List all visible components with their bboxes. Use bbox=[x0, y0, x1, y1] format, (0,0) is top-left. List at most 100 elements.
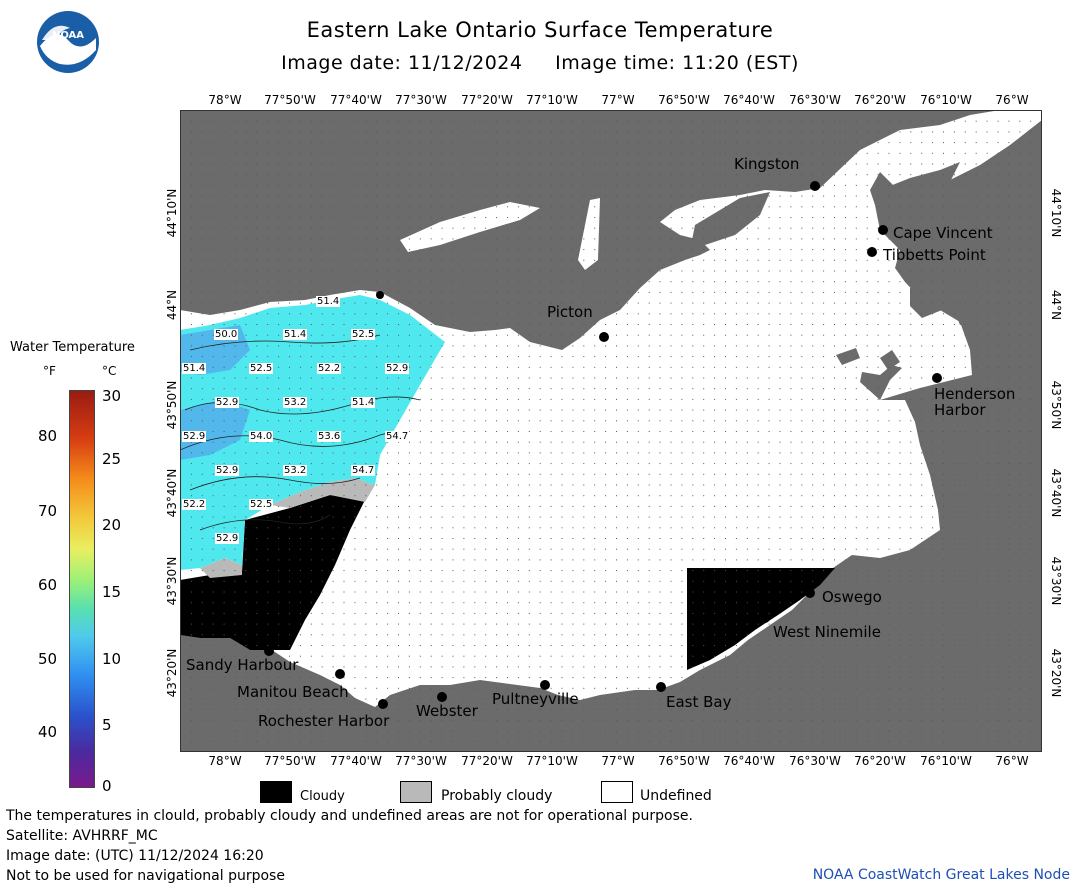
webster-dot bbox=[437, 692, 447, 702]
lon-label-top: 76°50'W bbox=[658, 93, 710, 107]
lon-label-bottom: 77°50'W bbox=[264, 754, 316, 768]
lon-label-top: 77°40'W bbox=[330, 93, 382, 107]
map-frame bbox=[180, 110, 1042, 752]
place-label-cape-vincent: Cape Vincent bbox=[893, 224, 993, 242]
place-label-west-ninemile: West Ninemile bbox=[773, 623, 881, 641]
temp-label: 52.9 bbox=[385, 363, 410, 374]
colorbar-tick-c: 20 bbox=[102, 516, 122, 534]
lat-label-right: 43°30'N bbox=[1049, 556, 1063, 606]
kingston-dot bbox=[810, 181, 820, 191]
lon-label-bottom: 76°W bbox=[995, 754, 1029, 768]
map-title: Eastern Lake Ontario Surface Temperature bbox=[306, 18, 774, 42]
colorbar-unit-c: °C bbox=[102, 364, 117, 378]
colorbar bbox=[69, 390, 95, 788]
marker-dot bbox=[376, 291, 384, 299]
footer-navigation-warning: Not to be used for navigational purpose bbox=[6, 868, 285, 884]
colorbar-tick-c: 15 bbox=[102, 583, 122, 601]
lon-label-bottom: 76°50'W bbox=[658, 754, 710, 768]
colorbar-title: Water Temperature bbox=[10, 340, 135, 355]
lat-label-left: 44°N bbox=[165, 289, 179, 321]
footer-image-date: Image date: (UTC) 11/12/2024 16:20 bbox=[6, 848, 264, 864]
colorbar-tick-f: 70 bbox=[38, 502, 58, 520]
temp-label: 53.2 bbox=[283, 465, 308, 476]
lon-label-bottom: 77°W bbox=[601, 754, 635, 768]
temp-label: 52.5 bbox=[351, 329, 376, 340]
lon-label-bottom: 77°30'W bbox=[395, 754, 447, 768]
lon-label-bottom: 77°20'W bbox=[461, 754, 513, 768]
manitou-beach-dot bbox=[335, 669, 345, 679]
lat-label-left: 43°50'N bbox=[165, 380, 179, 430]
colorbar-tick-c: 30 bbox=[102, 387, 122, 405]
lat-label-right: 44°N bbox=[1049, 289, 1063, 321]
lat-label-left: 43°20'N bbox=[165, 648, 179, 698]
temp-label: 53.6 bbox=[317, 431, 342, 442]
lat-label-right: 43°50'N bbox=[1049, 380, 1063, 430]
temp-label: 52.9 bbox=[215, 533, 240, 544]
temp-label: 52.9 bbox=[215, 397, 240, 408]
rochester-harbor-dot bbox=[378, 699, 388, 709]
lat-label-left: 44°10'N bbox=[165, 188, 179, 238]
place-label-oswego: Oswego bbox=[822, 588, 882, 606]
lon-label-bottom: 76°40'W bbox=[723, 754, 775, 768]
place-label-tibbetts-point: Tibbetts Point bbox=[883, 246, 986, 264]
map-subtitle: Image date: 11/12/2024 Image time: 11:20… bbox=[281, 52, 799, 74]
lat-label-right: 43°20'N bbox=[1049, 648, 1063, 698]
legend-swatch-undefined bbox=[601, 781, 633, 803]
legend-label-probably-cloudy: Probably cloudy bbox=[441, 788, 553, 804]
lon-label-top: 77°10'W bbox=[526, 93, 578, 107]
west-ninemile-dot bbox=[760, 613, 770, 623]
temp-label: 54.7 bbox=[351, 465, 376, 476]
grid-overlay bbox=[180, 110, 1042, 752]
footer-satellite: Satellite: AVHRRF_MC bbox=[6, 828, 158, 844]
lat-label-left: 43°40'N bbox=[165, 468, 179, 518]
lake-map bbox=[180, 110, 1042, 752]
lon-label-top: 77°50'W bbox=[264, 93, 316, 107]
cape-vincent-dot bbox=[878, 225, 888, 235]
lon-label-bottom: 77°40'W bbox=[330, 754, 382, 768]
legend-label-cloudy: Cloudy bbox=[300, 789, 345, 804]
noaa-logo: NOAA bbox=[36, 10, 100, 74]
temp-label: 51.4 bbox=[182, 363, 207, 374]
legend-swatch-cloudy bbox=[260, 781, 292, 803]
east-bay-dot bbox=[656, 682, 666, 692]
oswego-dot bbox=[805, 588, 815, 598]
pultneyville-dot bbox=[540, 680, 550, 690]
temp-label: 50.0 bbox=[214, 329, 239, 340]
place-label-henderson-harbor: Henderson Harbor bbox=[934, 385, 1016, 419]
lat-label-right: 44°10'N bbox=[1049, 188, 1063, 238]
footer-credit: NOAA CoastWatch Great Lakes Node bbox=[812, 867, 1070, 883]
henderson-harbor-dot bbox=[932, 373, 942, 383]
place-label-sandy-harbour: Sandy Harbour bbox=[186, 656, 299, 674]
colorbar-tick-c: 5 bbox=[102, 716, 112, 734]
temp-label: 52.2 bbox=[317, 363, 342, 374]
temp-label: 51.4 bbox=[316, 296, 341, 307]
colorbar-tick-f: 80 bbox=[38, 427, 58, 445]
lat-label-right: 43°40'N bbox=[1049, 468, 1063, 518]
colorbar-tick-f: 40 bbox=[38, 723, 58, 741]
lon-label-top: 77°30'W bbox=[395, 93, 447, 107]
temp-label: 53.2 bbox=[283, 397, 308, 408]
lon-label-top: 77°W bbox=[601, 93, 635, 107]
colorbar-unit-f: °F bbox=[43, 364, 56, 378]
temp-label: 54.7 bbox=[385, 431, 410, 442]
temp-label: 51.4 bbox=[283, 329, 308, 340]
colorbar-tick-c: 0 bbox=[102, 777, 112, 795]
temp-label: 52.9 bbox=[215, 465, 240, 476]
legend-label-undefined: Undefined bbox=[640, 788, 712, 804]
footer-disclaimer: The temperatures in clould, probably clo… bbox=[6, 808, 693, 824]
place-label-picton: Picton bbox=[547, 303, 593, 321]
lon-label-top: 76°20'W bbox=[854, 93, 906, 107]
lon-label-bottom: 76°20'W bbox=[854, 754, 906, 768]
picton-dot bbox=[599, 332, 609, 342]
temp-label: 51.4 bbox=[351, 397, 376, 408]
place-label-kingston: Kingston bbox=[734, 155, 800, 173]
colorbar-tick-c: 10 bbox=[102, 650, 122, 668]
temp-label: 52.2 bbox=[182, 499, 207, 510]
temp-label: 52.5 bbox=[249, 363, 274, 374]
temp-label: 52.9 bbox=[182, 431, 207, 442]
temp-label: 52.5 bbox=[249, 499, 274, 510]
place-label-webster: Webster bbox=[416, 702, 478, 720]
lon-label-top: 76°W bbox=[995, 93, 1029, 107]
colorbar-tick-f: 50 bbox=[38, 650, 58, 668]
sandy-harbour-dot bbox=[264, 646, 274, 656]
